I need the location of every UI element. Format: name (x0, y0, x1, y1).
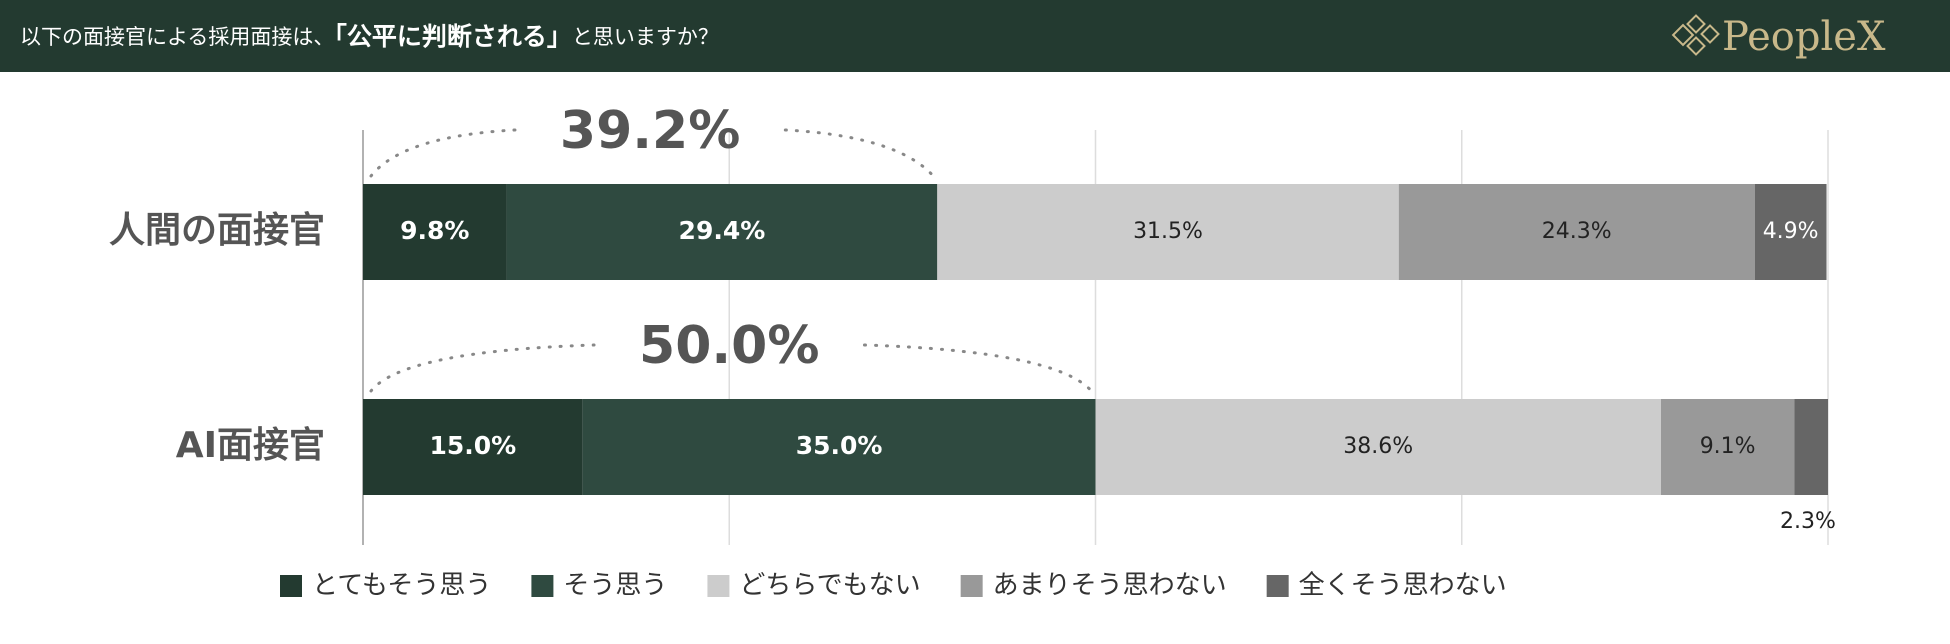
header-bar (0, 0, 1950, 72)
legend-label: 全くそう思わない (1299, 571, 1507, 601)
category-label: 人間の面接官 (109, 210, 325, 251)
bar-segment (363, 399, 583, 495)
bar-segment (1754, 184, 1827, 280)
annotation-bracket (783, 128, 935, 178)
annotation-bracket (369, 343, 596, 393)
legend-label: とてもそう思う (312, 571, 491, 601)
logo: PeopleX (1722, 14, 1886, 60)
bar-segment (937, 184, 1399, 280)
bar-segment (506, 184, 938, 280)
value-label: 35.0% (796, 431, 883, 460)
legend-swatch (531, 575, 554, 597)
annotation-bracket (369, 128, 517, 178)
title-part: と思いますか？ (572, 25, 719, 49)
logo-icon (1671, 14, 1720, 56)
legend-swatch (960, 575, 983, 597)
value-label: 31.5% (1133, 219, 1203, 244)
value-label: 15.0% (430, 431, 517, 460)
value-label: 2.3% (1780, 509, 1836, 534)
bar-segment (1095, 399, 1661, 495)
legend-label: あまりそう思わない (993, 571, 1227, 601)
annotation: 39.2% (560, 101, 740, 161)
bar-segment (1660, 399, 1795, 495)
value-label: 9.1% (1700, 434, 1756, 459)
legend-swatch (707, 575, 730, 597)
annotation: 50.0% (639, 316, 819, 376)
value-label: 38.6% (1343, 434, 1413, 459)
title-emphasis: 「公平に判断される」 (334, 22, 572, 51)
bar-segment (363, 184, 507, 280)
legend-label: そう思う (563, 571, 667, 601)
category-label: AI面接官 (176, 425, 325, 466)
legend-label: どちらでもない (739, 571, 920, 601)
legend-swatch (280, 575, 302, 597)
legend-swatch (1266, 575, 1289, 597)
bar-segment (582, 399, 1096, 495)
bar-segment (1794, 399, 1828, 495)
annotation-bracket (862, 343, 1093, 393)
title-part: 以下の面接官による採用面接は、 (20, 25, 334, 49)
value-label: 4.9% (1763, 219, 1819, 244)
bar-segment (1398, 184, 1755, 280)
value-label: 9.8% (400, 216, 469, 245)
value-label: 24.3% (1542, 219, 1612, 244)
value-label: 29.4% (679, 216, 766, 245)
header-title: 以下の面接官による採用面接は、「公平に判断される」と思いますか？ (20, 22, 719, 51)
